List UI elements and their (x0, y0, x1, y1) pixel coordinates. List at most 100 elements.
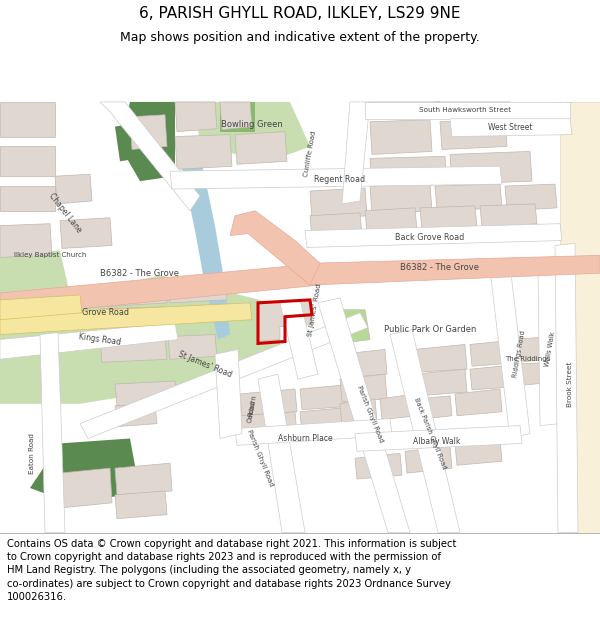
Polygon shape (235, 132, 287, 164)
Polygon shape (240, 389, 297, 416)
Polygon shape (40, 332, 65, 532)
Polygon shape (355, 453, 402, 479)
Text: Riddings Road: Riddings Road (512, 330, 526, 378)
Text: Wells Walk: Wells Walk (544, 331, 556, 367)
Text: Cunliffe Road: Cunliffe Road (303, 130, 317, 177)
Polygon shape (555, 244, 578, 532)
Polygon shape (115, 404, 157, 427)
Polygon shape (415, 369, 467, 396)
Polygon shape (420, 206, 477, 231)
Text: Ilkley Baptist Church: Ilkley Baptist Church (14, 253, 86, 258)
Polygon shape (130, 115, 167, 149)
Polygon shape (470, 364, 522, 390)
Polygon shape (0, 303, 252, 334)
Polygon shape (340, 349, 387, 378)
Text: Ashburn Place: Ashburn Place (278, 434, 332, 443)
Text: Oakburn: Oakburn (247, 394, 257, 423)
Polygon shape (370, 120, 432, 154)
Polygon shape (115, 491, 167, 519)
Polygon shape (30, 439, 140, 503)
Polygon shape (365, 208, 417, 234)
Text: Kings Road: Kings Road (78, 332, 122, 347)
Polygon shape (100, 102, 200, 211)
Polygon shape (318, 298, 410, 532)
Polygon shape (380, 394, 417, 419)
Polygon shape (310, 256, 600, 285)
Polygon shape (490, 265, 530, 439)
Polygon shape (370, 156, 447, 188)
Text: Parish Ghyll Road: Parish Ghyll Road (246, 429, 274, 488)
Polygon shape (168, 277, 227, 303)
Text: Public Park Or Garden: Public Park Or Garden (384, 325, 476, 334)
Polygon shape (435, 102, 512, 117)
Polygon shape (560, 102, 600, 532)
Polygon shape (175, 134, 232, 169)
Polygon shape (342, 102, 370, 204)
Polygon shape (450, 151, 532, 184)
Polygon shape (60, 468, 112, 508)
Text: St James' Road: St James' Road (177, 349, 233, 379)
Polygon shape (60, 217, 112, 248)
Text: Parish Ghyll Road: Parish Ghyll Road (356, 384, 384, 443)
Polygon shape (195, 102, 310, 161)
Polygon shape (182, 164, 230, 339)
Text: The Riddings: The Riddings (505, 356, 551, 362)
Polygon shape (0, 224, 52, 258)
Polygon shape (340, 399, 377, 426)
Polygon shape (415, 344, 467, 372)
Text: Road: Road (248, 400, 256, 418)
Polygon shape (0, 186, 55, 211)
Polygon shape (470, 339, 522, 366)
Polygon shape (100, 307, 167, 329)
Polygon shape (258, 374, 305, 532)
Polygon shape (230, 211, 320, 285)
Polygon shape (235, 419, 392, 446)
Text: South Hawksworth Street: South Hawksworth Street (419, 107, 511, 113)
Polygon shape (510, 362, 557, 386)
Polygon shape (0, 263, 320, 317)
Polygon shape (175, 102, 217, 132)
Text: B6382 - The Grove: B6382 - The Grove (101, 269, 179, 278)
Polygon shape (310, 213, 362, 239)
Text: Bowling Green: Bowling Green (221, 120, 283, 129)
Polygon shape (0, 295, 82, 320)
Polygon shape (370, 184, 432, 214)
Text: 6, PARISH GHYLL ROAD, ILKLEY, LS29 9NE: 6, PARISH GHYLL ROAD, ILKLEY, LS29 9NE (139, 6, 461, 21)
Text: Back Grove Road: Back Grove Road (395, 233, 464, 242)
Text: Grove Road: Grove Road (82, 308, 128, 318)
Polygon shape (390, 329, 460, 532)
Polygon shape (480, 204, 537, 228)
Text: St James' Road: St James' Road (307, 282, 323, 337)
Polygon shape (510, 336, 557, 362)
Text: Eaton Road: Eaton Road (29, 433, 35, 474)
Polygon shape (340, 374, 387, 402)
Text: Albany Walk: Albany Walk (413, 437, 461, 446)
Polygon shape (370, 102, 442, 117)
Polygon shape (415, 396, 452, 419)
Polygon shape (440, 120, 507, 149)
Polygon shape (0, 251, 70, 305)
Polygon shape (505, 184, 557, 211)
Text: Map shows position and indicative extent of the property.: Map shows position and indicative extent… (120, 31, 480, 44)
Polygon shape (0, 146, 55, 176)
Polygon shape (0, 275, 280, 404)
Polygon shape (215, 349, 242, 439)
Polygon shape (115, 122, 150, 161)
Polygon shape (310, 188, 367, 220)
Text: Back Parish Ghyll Road: Back Parish Ghyll Road (413, 397, 447, 470)
Text: Contains OS data © Crown copyright and database right 2021. This information is : Contains OS data © Crown copyright and d… (7, 539, 457, 602)
Polygon shape (300, 407, 357, 434)
Text: Regent Road: Regent Road (314, 174, 365, 184)
Polygon shape (455, 439, 502, 465)
Polygon shape (280, 300, 318, 379)
Polygon shape (120, 102, 175, 181)
Polygon shape (330, 310, 370, 344)
Text: West Street: West Street (488, 123, 532, 132)
Polygon shape (55, 174, 92, 204)
Polygon shape (300, 384, 357, 410)
Polygon shape (450, 119, 572, 137)
Polygon shape (365, 102, 570, 119)
Text: B6382 - The Grove: B6382 - The Grove (401, 262, 479, 272)
Polygon shape (305, 224, 562, 248)
Polygon shape (220, 102, 252, 129)
